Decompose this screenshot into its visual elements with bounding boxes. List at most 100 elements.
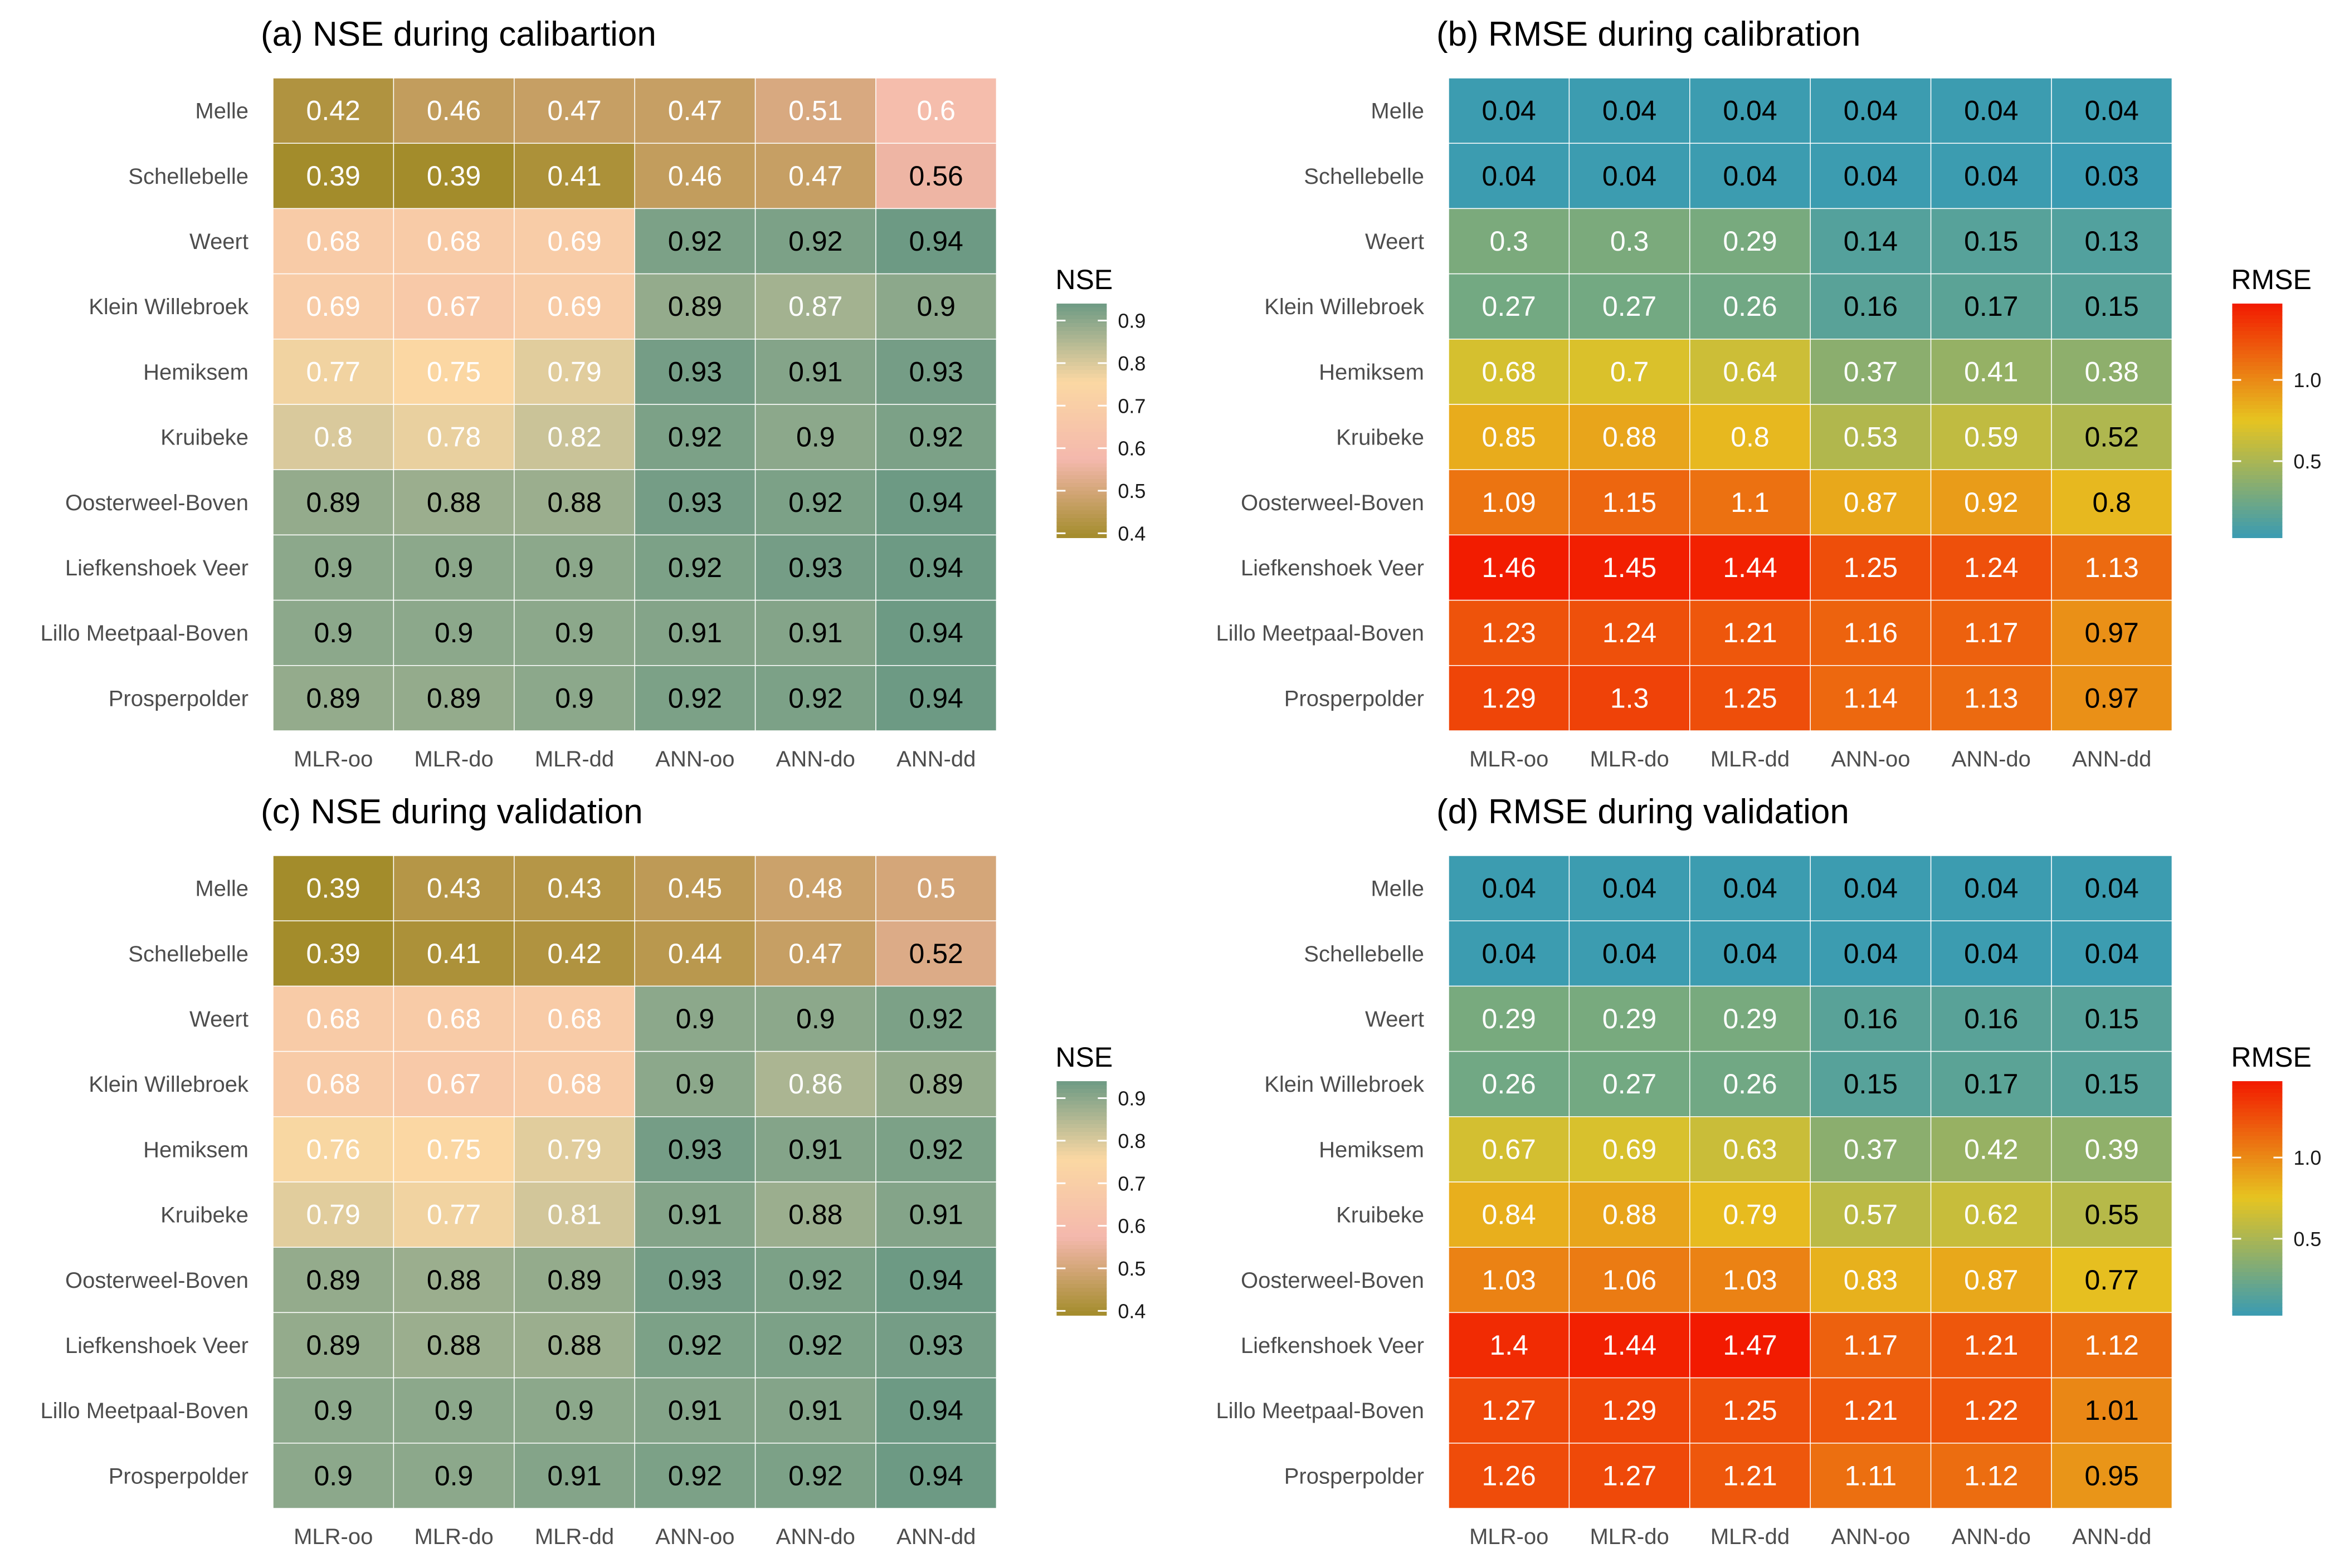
legend-colorbar-slice: [2232, 366, 2283, 370]
cell-label: 0.7: [1610, 356, 1649, 387]
cell-label: 0.91: [668, 1199, 722, 1230]
heatmap-cell: [1930, 404, 2052, 470]
row-label: Schellebelle: [1304, 942, 1424, 966]
heatmap-cell: [393, 985, 515, 1052]
heatmap-cell: [514, 534, 635, 601]
cell-label: 0.04: [2085, 873, 2139, 904]
legend-colorbar-slice: [2232, 1233, 2283, 1238]
heatmap-cell: [2051, 599, 2173, 666]
legend-colorbar-slice: [2232, 1225, 2283, 1230]
cell-label: 1.25: [1723, 1395, 1777, 1426]
legend-colorbar-slice: [1056, 1307, 1107, 1312]
heatmap-cell: [1568, 1312, 1690, 1379]
legend-colorbar-slice: [2232, 1159, 2283, 1164]
heatmap-cell: [754, 1181, 876, 1248]
cell-label: 0.04: [1964, 95, 2018, 126]
column-label: MLR-do: [414, 747, 493, 771]
heatmap-cell: [1930, 77, 2052, 144]
cell-label: 0.26: [1482, 1068, 1536, 1100]
heatmap-cell: [875, 339, 997, 405]
heatmap-cell: [1568, 143, 1690, 209]
legend-colorbar-slice: [2232, 1097, 2283, 1101]
legend-colorbar-slice: [1056, 1233, 1107, 1238]
heatmap-cell: [1689, 469, 1811, 536]
column-label: MLR-dd: [1710, 747, 1790, 771]
cell-label: 0.51: [788, 95, 842, 126]
legend-colorbar-slice: [1056, 436, 1107, 441]
heatmap-cell: [1810, 208, 1932, 275]
legend-tick-label: 1.0: [2293, 369, 2321, 392]
heatmap-cell: [514, 469, 635, 536]
heatmap-cell: [1568, 1443, 1690, 1509]
cell-label: 0.04: [1482, 938, 1536, 969]
cell-label: 0.68: [306, 1003, 360, 1034]
heatmap-cell: [393, 469, 515, 536]
cell-label: 0.37: [1844, 356, 1898, 387]
cell-label: 0.85: [1482, 422, 1536, 453]
legend-colorbar-slice: [1056, 448, 1107, 452]
heatmap-cell: [1689, 1247, 1811, 1313]
heatmap-cell: [1448, 665, 1570, 731]
heatmap-cell: [2051, 1051, 2173, 1117]
cell-label: 0.04: [1723, 873, 1777, 904]
heatmap-cell: [514, 855, 635, 921]
legend-colorbar-slice: [1056, 1081, 1107, 1086]
legend-colorbar-slice: [2232, 475, 2283, 480]
legend-colorbar-slice: [1056, 428, 1107, 433]
cell-label: 1.27: [1602, 1460, 1656, 1491]
legend-colorbar-slice: [1056, 1284, 1107, 1288]
cell-label: 0.68: [547, 1003, 601, 1034]
heatmap-cell: [875, 599, 997, 666]
legend-colorbar-slice: [1056, 1183, 1107, 1187]
legend-colorbar-slice: [1056, 1288, 1107, 1292]
legend-colorbar-slice: [2232, 1089, 2283, 1093]
legend-colorbar-slice: [2232, 444, 2283, 448]
cell-label: 0.04: [1723, 938, 1777, 969]
heatmap-cell: [272, 273, 394, 340]
heatmap-cell: [1568, 77, 1690, 144]
heatmap-cell: [1448, 920, 1570, 987]
legend-colorbar-slice: [1056, 1159, 1107, 1164]
cell-label: 0.04: [2085, 95, 2139, 126]
cell-label: 1.27: [1482, 1395, 1536, 1426]
row-label: Kruibeke: [160, 1203, 248, 1228]
heatmap-cell: [1810, 339, 1932, 405]
legend-colorbar-slice: [1056, 444, 1107, 448]
heatmap-cell: [2051, 855, 2173, 921]
heatmap-cell: [875, 665, 997, 731]
cell-label: 0.87: [788, 291, 842, 322]
heatmap-cell: [2051, 1181, 2173, 1248]
legend-colorbar-slice: [2232, 374, 2283, 378]
heatmap-cell: [1930, 1051, 2052, 1117]
column-label: ANN-do: [1952, 1525, 2031, 1549]
cell-label: 0.04: [1723, 160, 1777, 192]
legend-colorbar-slice: [1056, 1120, 1107, 1125]
legend-colorbar-slice: [1056, 1214, 1107, 1218]
heatmap-cell: [393, 273, 515, 340]
cell-label: 1.17: [1964, 617, 2018, 648]
legend-colorbar-slice: [1056, 487, 1107, 491]
cell-label: 0.91: [668, 1395, 722, 1426]
heatmap-cell: [1689, 1051, 1811, 1117]
cell-label: 0.9: [676, 1003, 715, 1034]
cell-label: 0.26: [1723, 291, 1777, 322]
cell-label: 1.46: [1482, 552, 1536, 583]
legend-colorbar-slice: [2232, 1112, 2283, 1117]
cell-label: 1.21: [1964, 1330, 2018, 1361]
cell-label: 1.26: [1482, 1460, 1536, 1491]
heatmap-cell: [875, 208, 997, 275]
heatmap-cell: [1930, 534, 2052, 601]
cell-label: 0.55: [2085, 1199, 2139, 1230]
legend-colorbar-slice: [2232, 1268, 2283, 1273]
legend-colorbar-slice: [2232, 1229, 2283, 1234]
column-label: ANN-dd: [2072, 1525, 2151, 1549]
cell-label: 0.39: [306, 160, 360, 192]
cell-label: 1.21: [1723, 1460, 1777, 1491]
row-label: Melle: [195, 99, 248, 124]
legend-colorbar-slice: [1056, 331, 1107, 335]
cell-label: 0.92: [668, 682, 722, 714]
panel-d-rmse-validation: (d) RMSE during validation 0.04 0.04 0.04 0.…: [1216, 793, 2321, 1549]
legend-colorbar-slice: [1056, 502, 1107, 507]
row-label: Weert: [189, 1007, 248, 1032]
legend-colorbar-slice: [2232, 323, 2283, 328]
